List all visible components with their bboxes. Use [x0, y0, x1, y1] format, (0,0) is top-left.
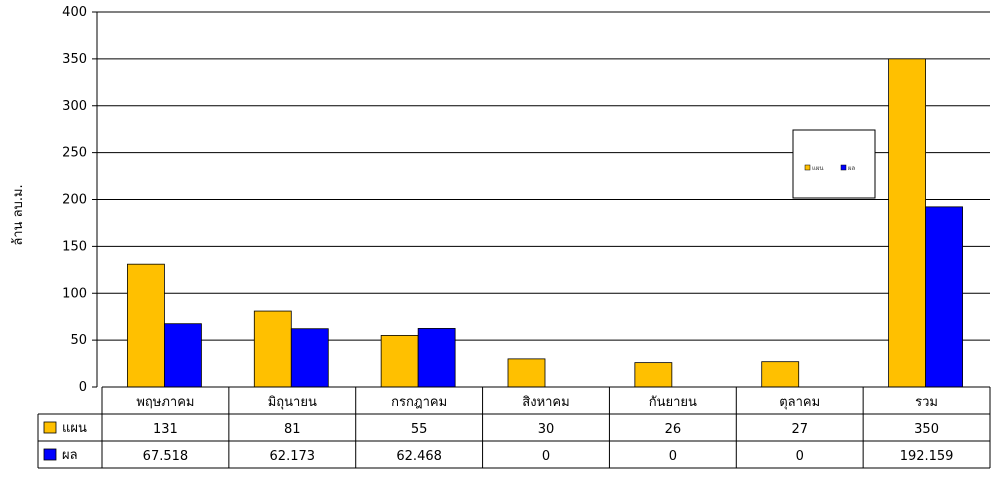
y-tick-label: 200 — [62, 193, 87, 208]
bar-group — [127, 58, 963, 388]
bar — [761, 361, 800, 388]
y-tick-label: 400 — [62, 5, 87, 20]
gridlines — [97, 11, 990, 341]
y-tick-label: 150 — [62, 239, 87, 254]
category-label: สิงหาคม — [522, 395, 569, 410]
bar — [253, 310, 292, 388]
bar — [290, 328, 329, 388]
bar — [380, 335, 419, 388]
data-label: 62.173 — [270, 449, 316, 464]
data-label: 30 — [538, 422, 555, 437]
legend-swatch — [804, 164, 811, 171]
bar — [888, 58, 926, 388]
y-tick-label: 250 — [62, 146, 87, 161]
bar — [925, 206, 963, 388]
data-label: 0 — [796, 449, 804, 464]
category-label: กรกฎาคม — [391, 395, 447, 410]
bar — [127, 263, 165, 388]
y-tick-label: 350 — [62, 52, 87, 67]
y-tick-label: 50 — [70, 333, 87, 348]
y-tick-label: 0 — [79, 380, 87, 395]
legend: แผน ผล — [792, 129, 876, 199]
data-label: 350 — [914, 422, 939, 437]
y-axis-label: ล้าน ลบ.ม. — [11, 184, 26, 245]
data-label: 131 — [153, 422, 178, 437]
legend-label: แผน — [812, 165, 823, 172]
data-label: 27 — [791, 422, 808, 437]
y-tick-label: 300 — [62, 99, 87, 114]
bar — [164, 323, 202, 388]
legend-label: ผล — [848, 165, 856, 172]
y-tick-label: 100 — [62, 286, 87, 301]
category-label: พฤษภาคม — [136, 395, 194, 410]
series-name: ผล — [62, 448, 78, 463]
category-label: ตุลาคม — [779, 395, 820, 410]
bar — [507, 358, 546, 388]
data-label: 62.468 — [396, 449, 442, 464]
bar — [417, 328, 456, 388]
data-label: 0 — [542, 449, 550, 464]
data-label: 26 — [665, 422, 682, 437]
bar — [634, 362, 673, 388]
data-label: 67.518 — [143, 449, 189, 464]
category-label: มิถุนายน — [268, 395, 317, 410]
y-tick-labels: 0 50 100 150 200 250 300 350 400 — [62, 5, 87, 395]
data-label: 192.159 — [900, 449, 954, 464]
category-label: กันยายน — [649, 395, 697, 410]
series-name: แผน — [62, 421, 87, 436]
data-label: 0 — [669, 449, 677, 464]
legend-swatch — [840, 164, 847, 171]
data-table: พฤษภาคม มิถุนายน กรกฎาคม สิงหาคม กันยายน ตุลา… — [37, 386, 991, 469]
data-label: 81 — [284, 422, 301, 437]
axes — [92, 11, 98, 388]
legend-box — [792, 129, 876, 199]
series-key-swatch — [43, 421, 57, 434]
data-label: 55 — [411, 422, 428, 437]
series-key-swatch — [43, 448, 57, 461]
category-label: รวม — [915, 395, 938, 410]
